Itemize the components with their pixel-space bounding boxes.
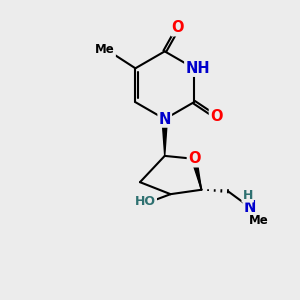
Text: Me: Me bbox=[95, 43, 115, 56]
Text: Me: Me bbox=[249, 214, 269, 227]
Text: N: N bbox=[158, 112, 171, 127]
Polygon shape bbox=[162, 119, 167, 156]
Text: NH: NH bbox=[185, 61, 210, 76]
Text: N: N bbox=[244, 200, 256, 215]
Text: H: H bbox=[242, 188, 253, 202]
Text: O: O bbox=[188, 151, 200, 166]
Text: O: O bbox=[172, 20, 184, 35]
Text: HO: HO bbox=[135, 195, 156, 208]
Polygon shape bbox=[191, 158, 202, 190]
Text: O: O bbox=[210, 110, 222, 124]
